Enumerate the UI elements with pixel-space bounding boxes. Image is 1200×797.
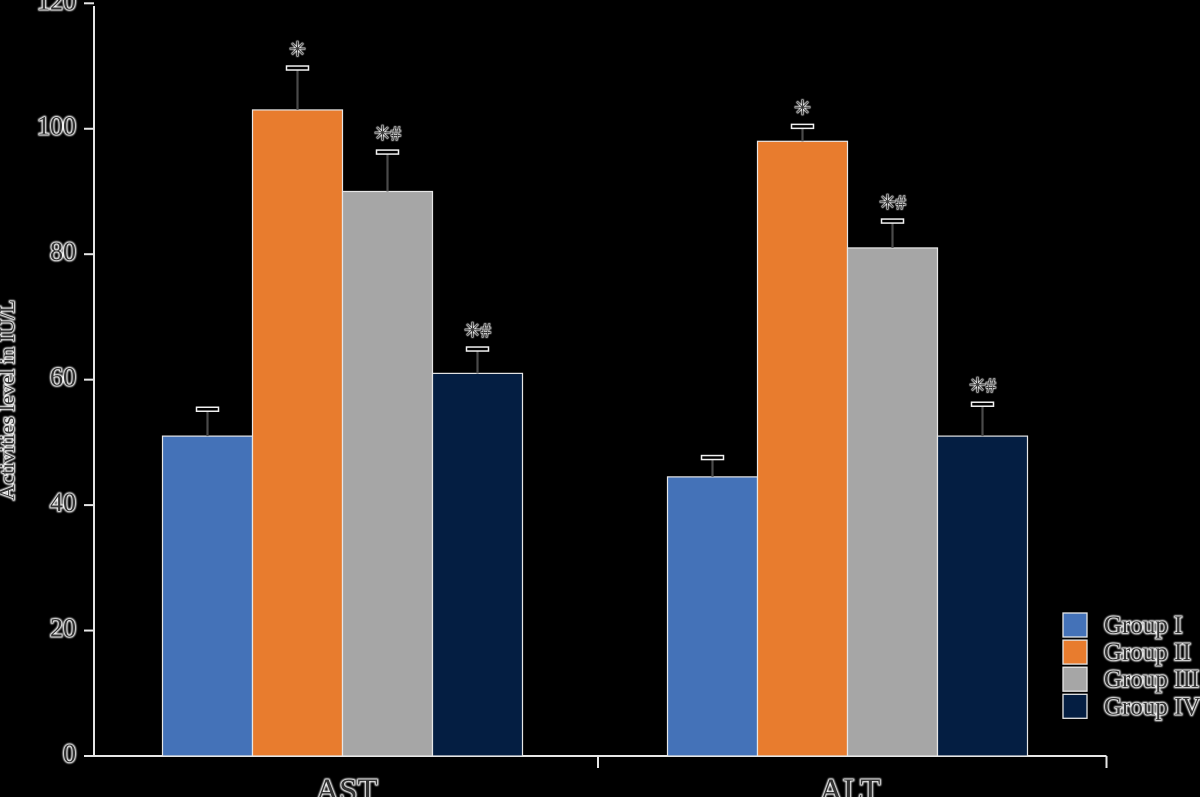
svg-text:40: 40 bbox=[50, 488, 76, 517]
svg-text:0: 0 bbox=[63, 739, 76, 768]
svg-text:✳#: ✳# bbox=[464, 320, 491, 342]
svg-text:Group III: Group III bbox=[1104, 666, 1199, 693]
svg-text:Group IV: Group IV bbox=[1104, 693, 1200, 720]
svg-text:Group I: Group I bbox=[1104, 612, 1182, 639]
svg-text:✳#: ✳# bbox=[879, 192, 906, 214]
svg-text:AST: AST bbox=[315, 773, 377, 797]
svg-text:60: 60 bbox=[50, 363, 76, 392]
svg-text:ALT: ALT bbox=[819, 773, 880, 797]
svg-text:Group II: Group II bbox=[1104, 639, 1191, 666]
svg-text:20: 20 bbox=[50, 614, 76, 643]
svg-text:Activities level in IU/L: Activities level in IU/L bbox=[0, 300, 19, 500]
svg-text:✳#: ✳# bbox=[374, 123, 401, 145]
svg-text:✳#: ✳# bbox=[969, 375, 996, 397]
svg-text:✳: ✳ bbox=[794, 97, 811, 119]
svg-text:✳: ✳ bbox=[289, 39, 306, 61]
svg-text:80: 80 bbox=[50, 237, 76, 266]
svg-text:120: 120 bbox=[37, 0, 76, 15]
svg-text:100: 100 bbox=[37, 112, 76, 141]
